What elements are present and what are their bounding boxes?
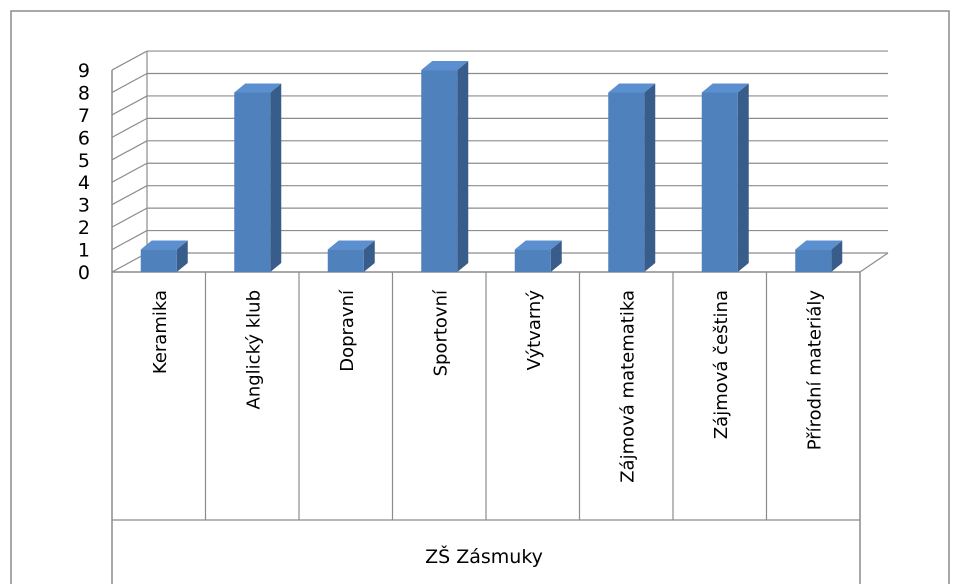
y-tick-label: 2 <box>78 217 90 239</box>
y-tick-label: 0 <box>78 262 90 284</box>
bar-top <box>701 83 749 93</box>
y-tick-label: 4 <box>78 172 90 194</box>
chart-border <box>10 10 950 584</box>
bar-side <box>737 83 749 272</box>
gridline-wall <box>111 95 148 116</box>
bar-side <box>270 83 282 272</box>
bar <box>608 83 656 272</box>
y-tick-label: 1 <box>78 240 90 262</box>
gridline-wall <box>111 207 148 228</box>
bar-top <box>234 83 282 93</box>
bar-top <box>140 240 188 250</box>
category-label: Dopravní <box>337 289 358 372</box>
y-tick-label: 9 <box>78 60 90 82</box>
bar-top <box>327 240 375 250</box>
bar-side <box>644 83 656 272</box>
bars <box>140 61 843 272</box>
bar-side <box>550 240 562 272</box>
bar <box>234 83 282 272</box>
bar-front <box>421 70 458 272</box>
bar <box>421 61 469 272</box>
bar-front <box>327 249 364 272</box>
category-label: Přírodní materiály <box>804 290 825 451</box>
gridline-wall <box>111 117 148 138</box>
category-label: Zájmová čeština <box>711 290 732 439</box>
category-label: Anglický klub <box>243 290 264 409</box>
bar-side <box>363 240 375 272</box>
y-tick-label: 8 <box>78 82 90 104</box>
bar <box>327 240 375 272</box>
y-tick-label: 3 <box>78 195 90 217</box>
gridline-wall <box>111 140 148 161</box>
bar-front <box>795 249 832 272</box>
bar-top <box>421 61 469 71</box>
bar <box>514 240 562 272</box>
bar-top <box>608 83 656 93</box>
bar-top <box>795 240 843 250</box>
gridline-wall <box>111 185 148 206</box>
bar <box>701 83 749 272</box>
gridline-wall <box>111 230 148 251</box>
category-labels: Keramika Anglický klub Dopravní Sportovní Vý… <box>150 289 826 483</box>
bar-front <box>514 249 551 272</box>
category-label: Sportovní <box>430 289 451 376</box>
bar-side <box>457 61 469 272</box>
y-tick-label: 6 <box>78 127 90 149</box>
bar-front <box>701 92 738 272</box>
bar-front <box>608 92 645 272</box>
gridline-wall <box>111 162 148 183</box>
bar-side <box>176 240 188 272</box>
gridline-wall <box>111 50 148 71</box>
bar <box>140 240 188 272</box>
group-label: ZŠ Zásmuky <box>425 544 543 568</box>
bar-front <box>140 249 177 272</box>
category-label: Keramika <box>150 290 171 374</box>
y-tick-label: 5 <box>78 150 90 172</box>
category-label: Zájmová matematika <box>617 290 638 483</box>
bar-front <box>234 92 271 272</box>
category-label: Výtvarný <box>524 290 545 371</box>
gridline-wall <box>111 72 148 94</box>
bar-side <box>831 240 843 272</box>
bar <box>795 240 843 272</box>
floor-edge <box>859 252 889 273</box>
y-tick-label: 7 <box>78 105 90 127</box>
bar-top <box>514 240 562 250</box>
